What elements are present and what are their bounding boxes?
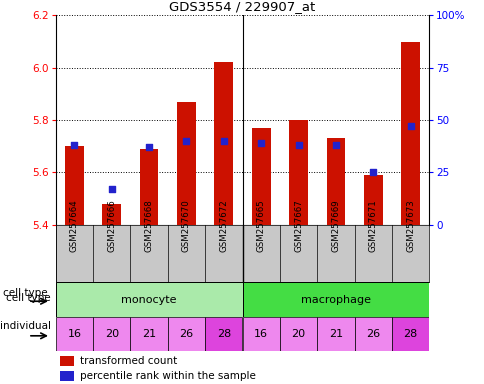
Point bbox=[219, 138, 227, 144]
Bar bbox=[56, 317, 93, 351]
Bar bbox=[205, 317, 242, 351]
Point bbox=[182, 138, 190, 144]
Bar bbox=[288, 120, 307, 225]
Text: 20: 20 bbox=[105, 329, 119, 339]
Bar bbox=[279, 317, 317, 351]
Text: 28: 28 bbox=[216, 329, 230, 339]
Text: GSM257664: GSM257664 bbox=[70, 200, 79, 252]
Text: 21: 21 bbox=[328, 329, 342, 339]
Text: 28: 28 bbox=[403, 329, 417, 339]
Bar bbox=[65, 146, 84, 225]
Bar bbox=[317, 317, 354, 351]
Text: monocyte: monocyte bbox=[121, 295, 177, 305]
Bar bbox=[242, 317, 279, 351]
Text: GSM257667: GSM257667 bbox=[293, 200, 302, 252]
Point bbox=[294, 142, 302, 148]
Text: 26: 26 bbox=[365, 329, 379, 339]
Bar bbox=[363, 175, 382, 225]
Text: 21: 21 bbox=[142, 329, 156, 339]
Bar bbox=[326, 138, 345, 225]
Bar bbox=[167, 317, 205, 351]
Text: GSM257666: GSM257666 bbox=[107, 200, 116, 252]
Text: percentile rank within the sample: percentile rank within the sample bbox=[80, 371, 256, 381]
Bar bbox=[177, 102, 196, 225]
Text: GSM257672: GSM257672 bbox=[219, 200, 228, 252]
Text: 20: 20 bbox=[291, 329, 305, 339]
Bar bbox=[214, 63, 233, 225]
Text: GSM257665: GSM257665 bbox=[256, 200, 265, 252]
Bar bbox=[60, 371, 75, 381]
Bar bbox=[56, 282, 242, 317]
Text: 16: 16 bbox=[67, 329, 81, 339]
Bar bbox=[391, 317, 428, 351]
Text: cell type: cell type bbox=[6, 293, 51, 303]
Point bbox=[406, 123, 413, 129]
Title: GDS3554 / 229907_at: GDS3554 / 229907_at bbox=[169, 0, 315, 13]
Text: 16: 16 bbox=[254, 329, 268, 339]
Text: GSM257673: GSM257673 bbox=[405, 200, 414, 252]
Text: GSM257668: GSM257668 bbox=[144, 200, 153, 252]
Point bbox=[71, 142, 78, 148]
Bar bbox=[102, 204, 121, 225]
Text: cell type: cell type bbox=[3, 288, 48, 298]
Text: macrophage: macrophage bbox=[300, 295, 370, 305]
Bar bbox=[242, 282, 428, 317]
Point bbox=[331, 142, 339, 148]
Text: GSM257670: GSM257670 bbox=[182, 200, 191, 252]
Text: transformed count: transformed count bbox=[80, 356, 177, 366]
Bar bbox=[251, 128, 270, 225]
Bar bbox=[139, 149, 158, 225]
Bar bbox=[354, 317, 391, 351]
Point bbox=[145, 144, 153, 150]
Text: 26: 26 bbox=[179, 329, 193, 339]
Point bbox=[369, 169, 377, 175]
Text: individual: individual bbox=[0, 321, 51, 331]
Text: GSM257669: GSM257669 bbox=[331, 200, 340, 252]
Bar bbox=[130, 317, 167, 351]
Point bbox=[257, 140, 265, 146]
Bar bbox=[400, 41, 419, 225]
Text: GSM257671: GSM257671 bbox=[368, 200, 377, 252]
Point bbox=[107, 186, 115, 192]
Bar bbox=[93, 317, 130, 351]
Bar bbox=[60, 356, 75, 366]
